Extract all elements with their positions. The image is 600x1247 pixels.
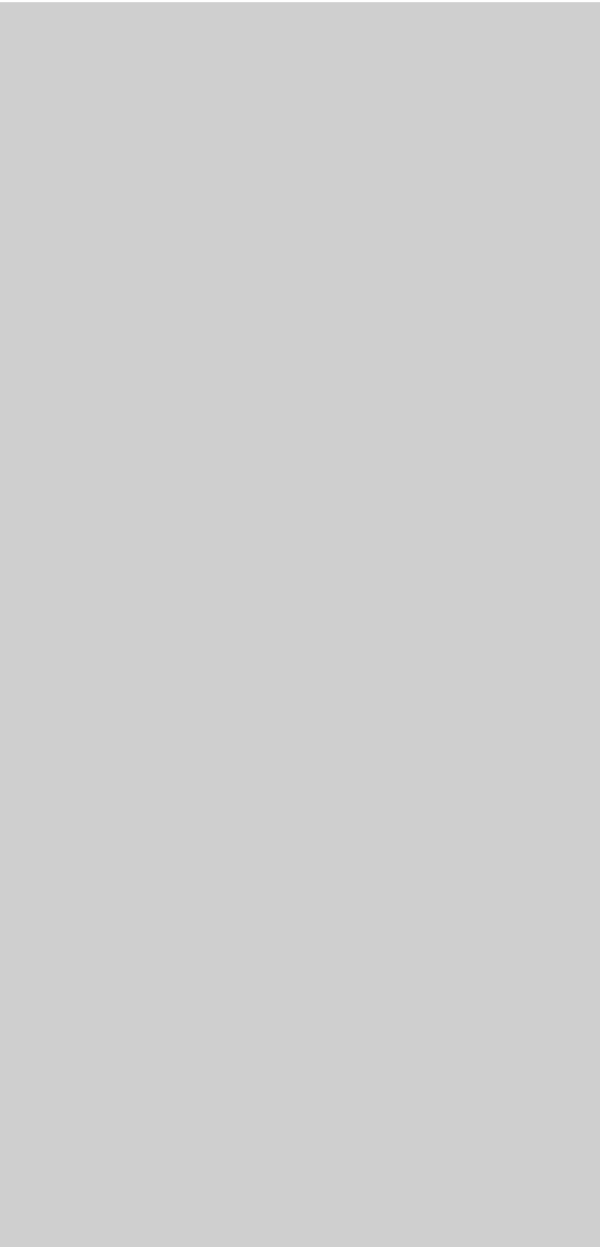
clipped-panel-edge (0, 0, 600, 3)
